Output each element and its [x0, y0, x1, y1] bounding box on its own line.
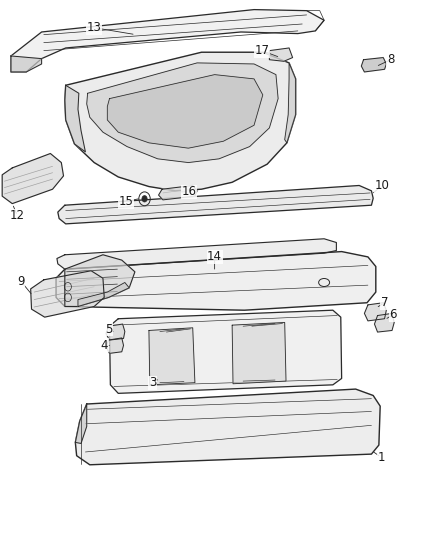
Polygon shape — [75, 389, 380, 465]
Polygon shape — [58, 185, 373, 224]
Polygon shape — [110, 310, 342, 393]
Polygon shape — [65, 52, 296, 191]
Polygon shape — [374, 313, 394, 332]
Polygon shape — [107, 75, 263, 148]
Polygon shape — [361, 58, 386, 72]
Polygon shape — [285, 63, 296, 143]
Text: 13: 13 — [87, 21, 102, 34]
Polygon shape — [87, 63, 278, 163]
Polygon shape — [232, 322, 286, 384]
Polygon shape — [11, 10, 324, 72]
Polygon shape — [11, 56, 42, 72]
Polygon shape — [364, 303, 386, 321]
Polygon shape — [106, 338, 124, 353]
Text: 9: 9 — [17, 275, 25, 288]
Text: 17: 17 — [254, 44, 269, 57]
Text: 10: 10 — [374, 179, 389, 192]
Text: 16: 16 — [182, 185, 197, 198]
Polygon shape — [75, 404, 87, 443]
Text: 12: 12 — [10, 209, 25, 222]
Polygon shape — [149, 328, 195, 385]
Text: 1: 1 — [377, 451, 385, 464]
Text: 5: 5 — [105, 323, 112, 336]
Text: 15: 15 — [119, 195, 134, 208]
Polygon shape — [65, 255, 135, 306]
Polygon shape — [159, 185, 197, 200]
Polygon shape — [269, 48, 293, 61]
Text: 14: 14 — [207, 251, 222, 263]
Polygon shape — [57, 239, 336, 269]
Polygon shape — [2, 154, 64, 204]
Text: 3: 3 — [149, 376, 156, 389]
Polygon shape — [65, 85, 85, 152]
Polygon shape — [31, 271, 104, 317]
Text: 7: 7 — [381, 296, 389, 309]
Polygon shape — [56, 252, 376, 310]
Text: 4: 4 — [100, 339, 108, 352]
Polygon shape — [106, 324, 125, 340]
Polygon shape — [78, 282, 129, 306]
Circle shape — [142, 196, 147, 202]
Text: 6: 6 — [389, 308, 397, 321]
Text: 8: 8 — [387, 53, 394, 66]
